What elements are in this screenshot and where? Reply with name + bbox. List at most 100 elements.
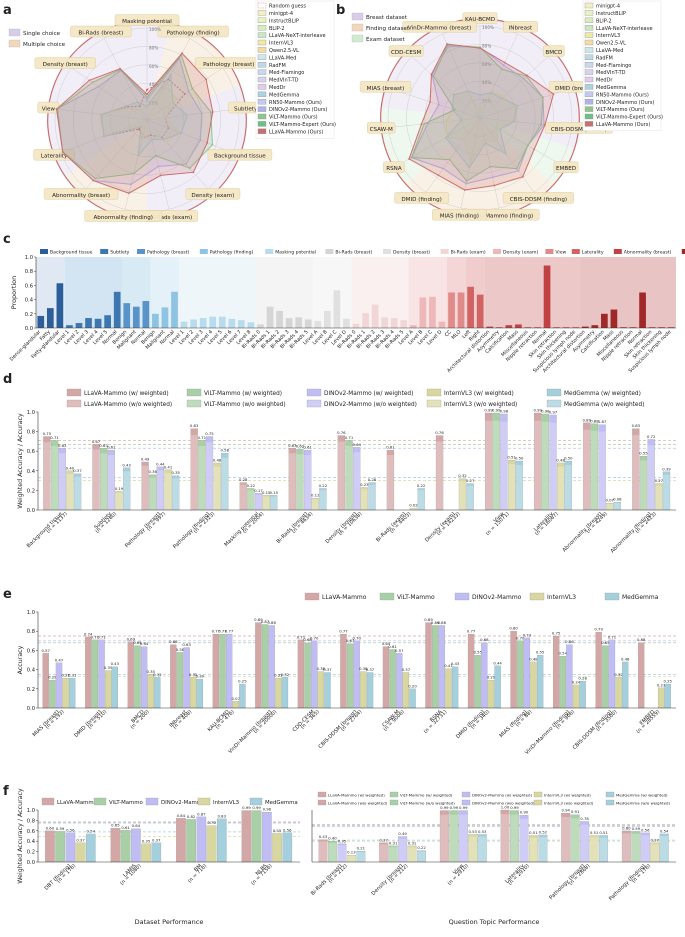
- proportion-bar: [620, 327, 627, 328]
- radar-point-dinov2-mammo-ours: [491, 176, 494, 179]
- data-label: 0.77: [212, 629, 221, 634]
- legend-swatch: [186, 388, 202, 397]
- legend-label-medgemma-w-o-weighted: MedGemma (w/o weighted): [616, 801, 670, 806]
- data-label: 0.82: [187, 814, 196, 819]
- data-label: 0.62: [296, 444, 305, 449]
- proportion-bar: [352, 323, 360, 328]
- series-legend-swatch: [584, 84, 594, 90]
- bar-overlay-medgemma: [319, 490, 327, 510]
- data-label: 0.56: [66, 827, 75, 832]
- data-label: 0.63: [182, 642, 191, 647]
- y-axis-label: Proportion: [10, 276, 18, 310]
- radar-axis-label-background-tissue: Background tissue: [214, 154, 266, 160]
- bar-medgemma: [536, 655, 544, 709]
- radar-point-vilt-mammo-ours: [132, 172, 135, 175]
- radar-point-internvl3: [491, 90, 493, 93]
- data-label: 0.37: [73, 468, 82, 473]
- data-label: 0.60: [46, 825, 55, 830]
- radar-axis-label-bmcd: BMCD: [545, 50, 562, 56]
- radar-series-dinov2-mammo-ours: [56, 56, 203, 185]
- bar-llava: [425, 622, 432, 709]
- radar-series-medgemma: [445, 90, 519, 169]
- data-label: 0.63: [288, 443, 297, 448]
- proportion-bar: [190, 319, 197, 328]
- legend-swatch: [317, 799, 327, 806]
- series-legend-swatch: [257, 113, 267, 120]
- bar-overlay-llava: [92, 449, 100, 510]
- bar-medgemma: [216, 818, 227, 863]
- series-legend-llava-next-interleave: LLaVA-NeXT-interleave: [596, 26, 653, 32]
- group-background-bi-rads-breast: [255, 257, 314, 328]
- data-label: 0.86: [267, 620, 276, 625]
- radar-point-medgemma: [444, 136, 447, 139]
- data-label: 0.67: [346, 638, 355, 643]
- bar-overlay-internvl3: [164, 473, 172, 510]
- data-label: 0.74: [84, 631, 93, 636]
- bar-overlay-internvl3: [508, 464, 516, 510]
- data-label: 1.00: [501, 805, 510, 810]
- data-label: 0.99: [450, 805, 459, 810]
- series-legend-llava-med: LLaVA-Med: [596, 48, 623, 54]
- radar-point-medgemma: [484, 142, 487, 145]
- radar-point-dinov2-mammo-ours: [185, 163, 187, 165]
- radar-panel-a: a Masking potential Pathology (finding) Pat…: [3, 0, 336, 222]
- bar-overlay-llava: [632, 435, 640, 510]
- legend-label-medgemma: MedGemma: [265, 800, 298, 806]
- group-legend-laterality: Laterality: [582, 250, 604, 256]
- data-label: 0.15: [270, 490, 279, 495]
- data-label: 0.37: [379, 837, 388, 842]
- radar-point-vilt-mammo-ours: [146, 96, 148, 98]
- y-tick-label: 1.0: [27, 410, 35, 416]
- series-legend-radfm: RadFM: [269, 63, 286, 69]
- radar-point-internvl3: [463, 138, 466, 141]
- radar-sector: [147, 120, 229, 208]
- proportion-bar: [228, 318, 236, 328]
- data-label: 0.51: [529, 830, 538, 835]
- bar-llava: [45, 830, 55, 863]
- data-label: 0.51: [590, 830, 599, 835]
- bar-overlay-medgemma: [564, 464, 572, 510]
- radar-point-medgemma: [125, 104, 128, 107]
- data-label: 0.77: [225, 629, 234, 634]
- radar-point-vilt-mammo-ours: [94, 177, 97, 180]
- radar-sector: [421, 20, 480, 118]
- bar-overlay-dinov2: [647, 445, 655, 510]
- series-legend-swatch: [257, 25, 267, 31]
- radar-point-llava-mammo-ours: [206, 141, 209, 144]
- series-legend-llava-med: LLaVA-Med: [269, 55, 296, 61]
- data-label: 0.88: [590, 418, 599, 423]
- bar-overlay-vilt: [449, 814, 459, 862]
- data-label: 0.39: [662, 466, 671, 471]
- bar-llava: [297, 639, 305, 709]
- data-label: 0.77: [218, 629, 227, 634]
- radar-point-vilt-mammo-ours: [500, 68, 503, 71]
- choice-legend-multiple-choice: Multiple choice: [23, 42, 66, 48]
- proportion-bar: [390, 318, 398, 328]
- radar-point-internvl3: [177, 131, 180, 133]
- proportion-bar: [419, 297, 427, 328]
- radar-spoke: [425, 117, 481, 193]
- bar-vilt: [389, 649, 396, 709]
- bar-overlay-internvl3: [650, 844, 660, 862]
- data-label: 0.94: [561, 808, 570, 813]
- data-label: 0.22: [247, 483, 256, 488]
- bar-overlay-medgemma: [417, 851, 426, 862]
- series-legend-vilt-mammo-ours: ViLT-Mammo (Ours): [596, 107, 645, 113]
- series-legend-swatch: [584, 10, 594, 16]
- radar-axis-label-box: [462, 12, 498, 24]
- data-label: 0.29: [48, 675, 57, 680]
- bar-internvl3: [75, 842, 86, 863]
- y-tick-label: 0.8: [25, 269, 33, 275]
- data-label: 0.99: [492, 407, 501, 412]
- bar-medgemma: [281, 677, 289, 709]
- group-legend-swatch: [571, 249, 580, 254]
- bar-dinov2: [55, 662, 63, 709]
- radar-sector: [147, 120, 246, 177]
- legend-swatch: [426, 399, 442, 408]
- radar-sector: [393, 37, 480, 118]
- data-label: 0.17: [254, 488, 263, 493]
- legend-swatch: [66, 399, 82, 408]
- data-label: 0.48: [213, 457, 222, 462]
- data-label: 0.67: [92, 439, 101, 444]
- data-label: 0.57: [395, 648, 404, 653]
